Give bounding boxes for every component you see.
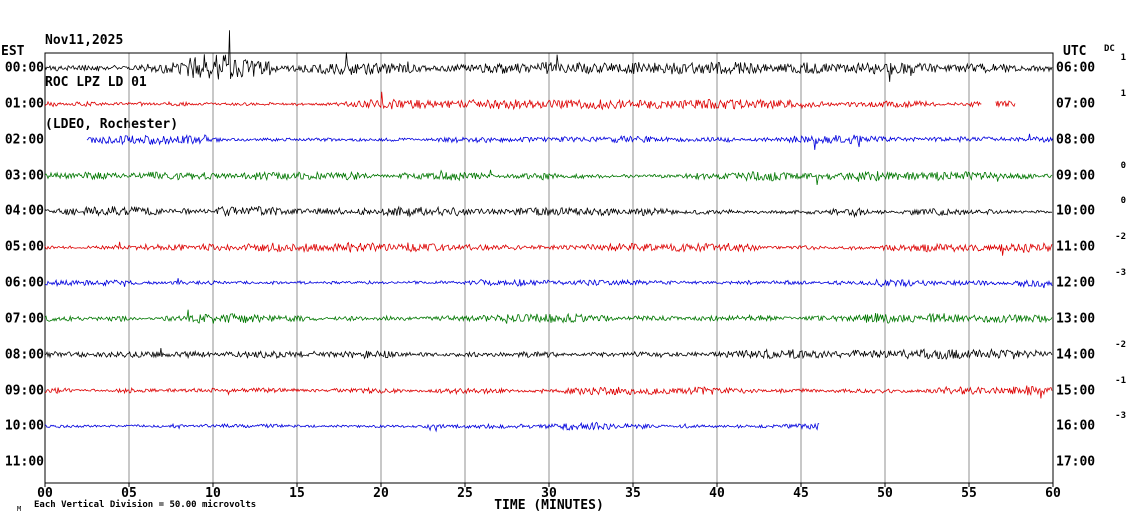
- est-time-label: 10:00: [4, 418, 44, 434]
- utc-time-label: 12:00: [1056, 275, 1096, 291]
- utc-time-label: 10:00: [1056, 203, 1096, 219]
- corner-glyph: M: [17, 505, 22, 513]
- est-time-label: 04:00: [4, 203, 44, 219]
- dc-offset-value: -2: [1115, 232, 1126, 243]
- dc-offset-value: -2: [1115, 339, 1126, 350]
- title-date: Nov11,2025: [45, 33, 124, 48]
- seismogram-trace: [44, 278, 1053, 289]
- utc-time-label: 17:00: [1056, 454, 1096, 470]
- seismogram-trace: [995, 100, 1016, 108]
- est-time-label: 02:00: [4, 132, 44, 148]
- est-time-label: 00:00: [4, 60, 44, 76]
- seismogram-trace: [44, 347, 1053, 361]
- x-tick-label: 10: [205, 486, 221, 501]
- dc-offset-value: 1: [1120, 88, 1126, 99]
- dc-offset-value: -3: [1115, 411, 1126, 422]
- utc-time-label: 07:00: [1056, 96, 1096, 112]
- est-time-label: 09:00: [4, 383, 44, 399]
- utc-time-label: 08:00: [1056, 132, 1096, 148]
- x-tick-label: 55: [961, 486, 977, 501]
- title-station: ROC LPZ LD 01: [45, 75, 147, 90]
- x-tick-label: 05: [121, 486, 137, 501]
- x-axis-label: TIME (MINUTES): [494, 498, 604, 513]
- seismogram-trace: [44, 169, 1053, 185]
- x-tick-label: 00: [37, 486, 53, 501]
- seismogram-trace: [86, 133, 1054, 150]
- dc-offset-value: 0: [1120, 160, 1126, 171]
- est-time-label: 05:00: [4, 239, 44, 255]
- title-network: (LDEO, Rochester): [45, 117, 179, 132]
- x-tick-label: 50: [877, 486, 893, 501]
- dc-offset-value: 1: [1120, 53, 1126, 64]
- utc-time-label: 16:00: [1056, 418, 1096, 434]
- est-axis-header: EST: [1, 44, 25, 59]
- utc-axis-header: UTC: [1063, 44, 1087, 59]
- x-tick-label: 45: [793, 486, 809, 501]
- seismogram-trace: [44, 205, 1053, 219]
- title-block: Nov11,2025 ROC LPZ LD 01 (LDEO, Rocheste…: [45, 6, 178, 160]
- seismogram-trace: [44, 309, 1053, 324]
- est-time-label: 07:00: [4, 311, 44, 327]
- utc-time-label: 15:00: [1056, 383, 1096, 399]
- utc-time-label: 13:00: [1056, 311, 1096, 327]
- x-tick-label: 40: [709, 486, 725, 501]
- utc-time-label: 06:00: [1056, 60, 1096, 76]
- dc-offset-value: -1: [1115, 375, 1126, 386]
- dc-offset-value: -3: [1115, 268, 1126, 279]
- x-tick-label: 25: [457, 486, 473, 501]
- est-time-label: 06:00: [4, 275, 44, 291]
- x-tick-label: 35: [625, 486, 641, 501]
- vertical-division-note: Each Vertical Division = 50.00 microvolt…: [34, 500, 257, 510]
- seismogram-trace: [44, 421, 820, 433]
- est-time-label: 08:00: [4, 347, 44, 363]
- x-tick-label: 60: [1045, 486, 1061, 501]
- dc-axis-header: DC: [1104, 44, 1115, 54]
- x-tick-label: 15: [289, 486, 305, 501]
- utc-time-label: 14:00: [1056, 347, 1096, 363]
- seismogram-trace: [44, 91, 982, 111]
- est-time-label: 03:00: [4, 168, 44, 184]
- est-time-label: 01:00: [4, 96, 44, 112]
- seismogram-trace: [44, 30, 1053, 82]
- x-tick-label: 30: [541, 486, 557, 501]
- seismogram-trace: [44, 385, 1053, 399]
- dc-offset-value: 0: [1120, 196, 1126, 207]
- utc-time-label: 09:00: [1056, 168, 1096, 184]
- seismogram-trace: [44, 241, 1053, 256]
- x-tick-label: 20: [373, 486, 389, 501]
- utc-time-label: 11:00: [1056, 239, 1096, 255]
- est-time-label: 11:00: [4, 454, 44, 470]
